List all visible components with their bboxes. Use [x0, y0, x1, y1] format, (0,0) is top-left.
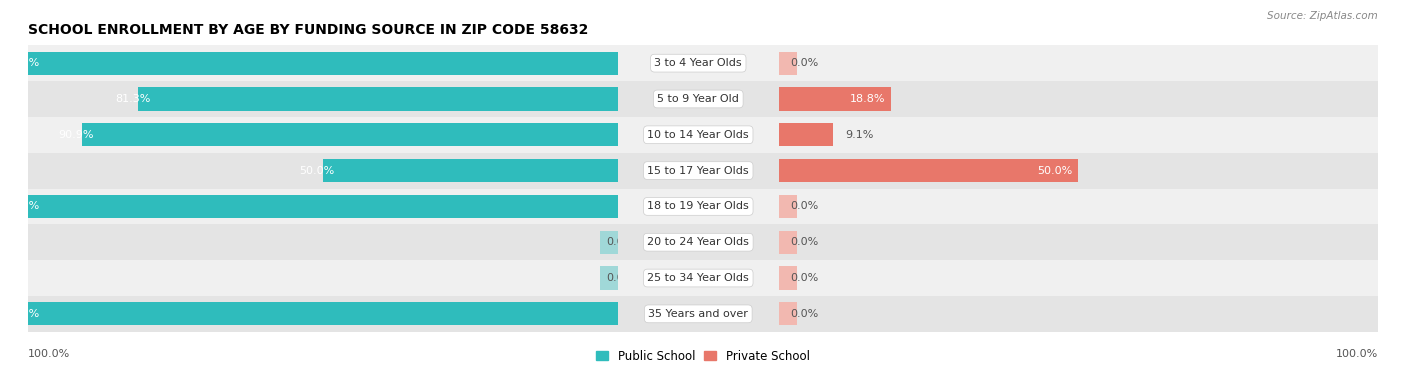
Bar	[779, 195, 797, 218]
Text: Source: ZipAtlas.com: Source: ZipAtlas.com	[1267, 11, 1378, 21]
Bar	[28, 195, 619, 218]
Text: 35 Years and over: 35 Years and over	[648, 309, 748, 319]
Bar	[0, 45, 1406, 81]
Text: 20 to 24 Year Olds: 20 to 24 Year Olds	[647, 237, 749, 247]
Bar	[28, 52, 619, 75]
Text: 0.0%: 0.0%	[790, 201, 818, 211]
Text: 0.0%: 0.0%	[606, 237, 634, 247]
Text: 100.0%: 100.0%	[0, 58, 39, 68]
Text: 50.0%: 50.0%	[299, 166, 335, 176]
Text: 9.1%: 9.1%	[845, 130, 873, 140]
Bar	[0, 153, 1406, 188]
Bar	[0, 153, 1406, 188]
Text: 5 to 9 Year Old: 5 to 9 Year Old	[658, 94, 740, 104]
Bar	[779, 52, 797, 75]
Bar	[0, 260, 1406, 296]
Bar	[0, 81, 1406, 117]
Bar	[600, 231, 619, 254]
Text: 10 to 14 Year Olds: 10 to 14 Year Olds	[648, 130, 749, 140]
Bar	[0, 117, 1406, 153]
Bar	[0, 224, 1406, 260]
Bar	[0, 296, 1406, 332]
Bar	[779, 159, 1078, 182]
Text: 81.3%: 81.3%	[115, 94, 150, 104]
Text: 100.0%: 100.0%	[0, 201, 39, 211]
Bar	[0, 81, 1406, 117]
Text: 50.0%: 50.0%	[1038, 166, 1073, 176]
Text: 0.0%: 0.0%	[790, 58, 818, 68]
Text: 100.0%: 100.0%	[1336, 349, 1378, 359]
Bar	[0, 224, 1406, 260]
Bar	[779, 123, 834, 146]
Text: 90.9%: 90.9%	[58, 130, 94, 140]
Bar	[28, 302, 619, 325]
Bar	[0, 188, 1406, 224]
Bar	[0, 224, 1406, 260]
Bar	[0, 296, 1406, 332]
Bar	[323, 159, 619, 182]
Bar	[0, 117, 1406, 153]
Text: 0.0%: 0.0%	[606, 273, 634, 283]
Text: 100.0%: 100.0%	[0, 309, 39, 319]
Text: 3 to 4 Year Olds: 3 to 4 Year Olds	[654, 58, 742, 68]
Bar	[0, 260, 1406, 296]
Text: 0.0%: 0.0%	[790, 273, 818, 283]
Bar	[779, 302, 797, 325]
Bar	[779, 267, 797, 290]
Text: 18 to 19 Year Olds: 18 to 19 Year Olds	[647, 201, 749, 211]
Bar	[779, 87, 891, 110]
Legend: Public School, Private School: Public School, Private School	[592, 345, 814, 367]
Bar	[0, 153, 1406, 188]
Bar	[0, 45, 1406, 81]
Bar	[600, 267, 619, 290]
Bar	[779, 231, 797, 254]
Text: 25 to 34 Year Olds: 25 to 34 Year Olds	[647, 273, 749, 283]
Bar	[0, 45, 1406, 81]
Bar	[0, 188, 1406, 224]
Text: 18.8%: 18.8%	[849, 94, 886, 104]
Bar	[0, 188, 1406, 224]
Bar	[82, 123, 619, 146]
Bar	[0, 117, 1406, 153]
Text: 15 to 17 Year Olds: 15 to 17 Year Olds	[648, 166, 749, 176]
Bar	[138, 87, 619, 110]
Text: SCHOOL ENROLLMENT BY AGE BY FUNDING SOURCE IN ZIP CODE 58632: SCHOOL ENROLLMENT BY AGE BY FUNDING SOUR…	[28, 23, 589, 37]
Bar	[0, 296, 1406, 332]
Text: 100.0%: 100.0%	[28, 349, 70, 359]
Bar	[0, 81, 1406, 117]
Text: 0.0%: 0.0%	[790, 237, 818, 247]
Bar	[0, 260, 1406, 296]
Text: 0.0%: 0.0%	[790, 309, 818, 319]
